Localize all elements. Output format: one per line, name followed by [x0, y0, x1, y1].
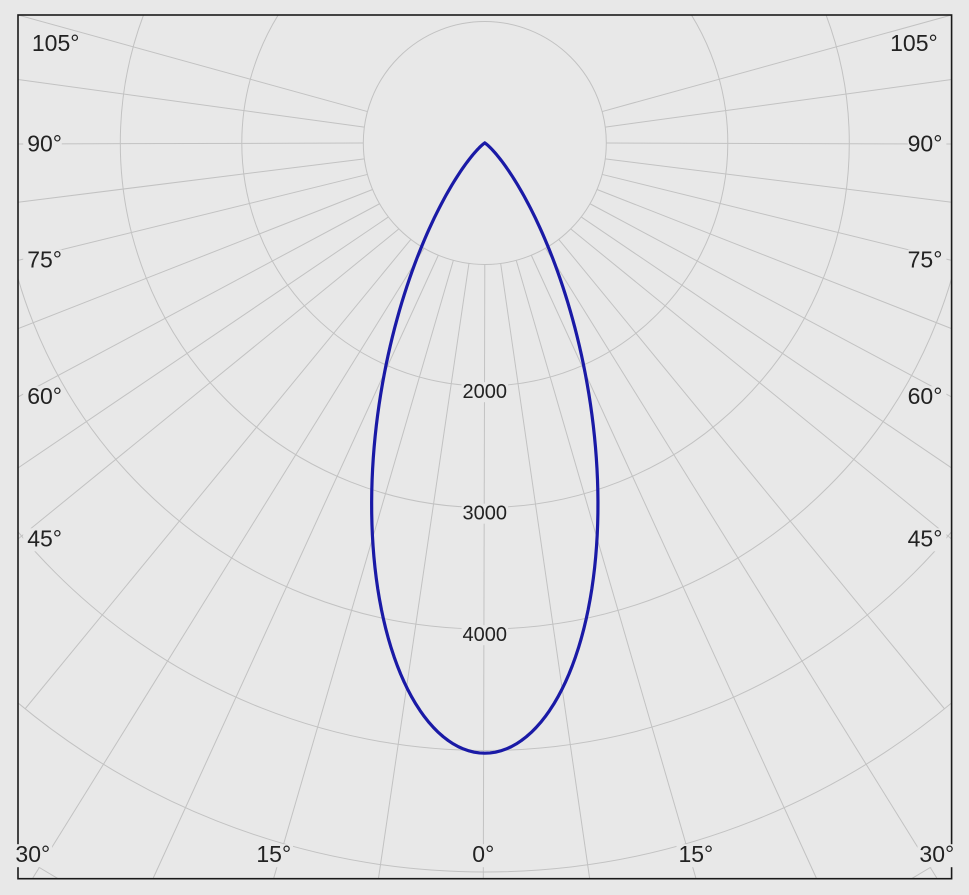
svg-text:30°: 30° — [15, 841, 50, 867]
svg-text:2000: 2000 — [463, 381, 508, 403]
svg-text:30°: 30° — [919, 841, 954, 867]
svg-text:15°: 15° — [678, 841, 713, 867]
svg-text:75°: 75° — [908, 247, 943, 273]
svg-text:90°: 90° — [27, 130, 62, 156]
svg-text:3000: 3000 — [463, 503, 508, 525]
svg-text:15°: 15° — [256, 841, 291, 867]
svg-text:60°: 60° — [27, 383, 62, 409]
svg-text:4000: 4000 — [463, 624, 508, 646]
svg-text:60°: 60° — [908, 383, 943, 409]
svg-text:90°: 90° — [908, 130, 943, 156]
svg-text:105°: 105° — [32, 30, 80, 56]
svg-text:45°: 45° — [27, 525, 62, 551]
svg-text:45°: 45° — [908, 525, 943, 551]
svg-text:0°: 0° — [472, 841, 494, 867]
svg-text:75°: 75° — [27, 247, 62, 273]
svg-text:105°: 105° — [890, 30, 938, 56]
